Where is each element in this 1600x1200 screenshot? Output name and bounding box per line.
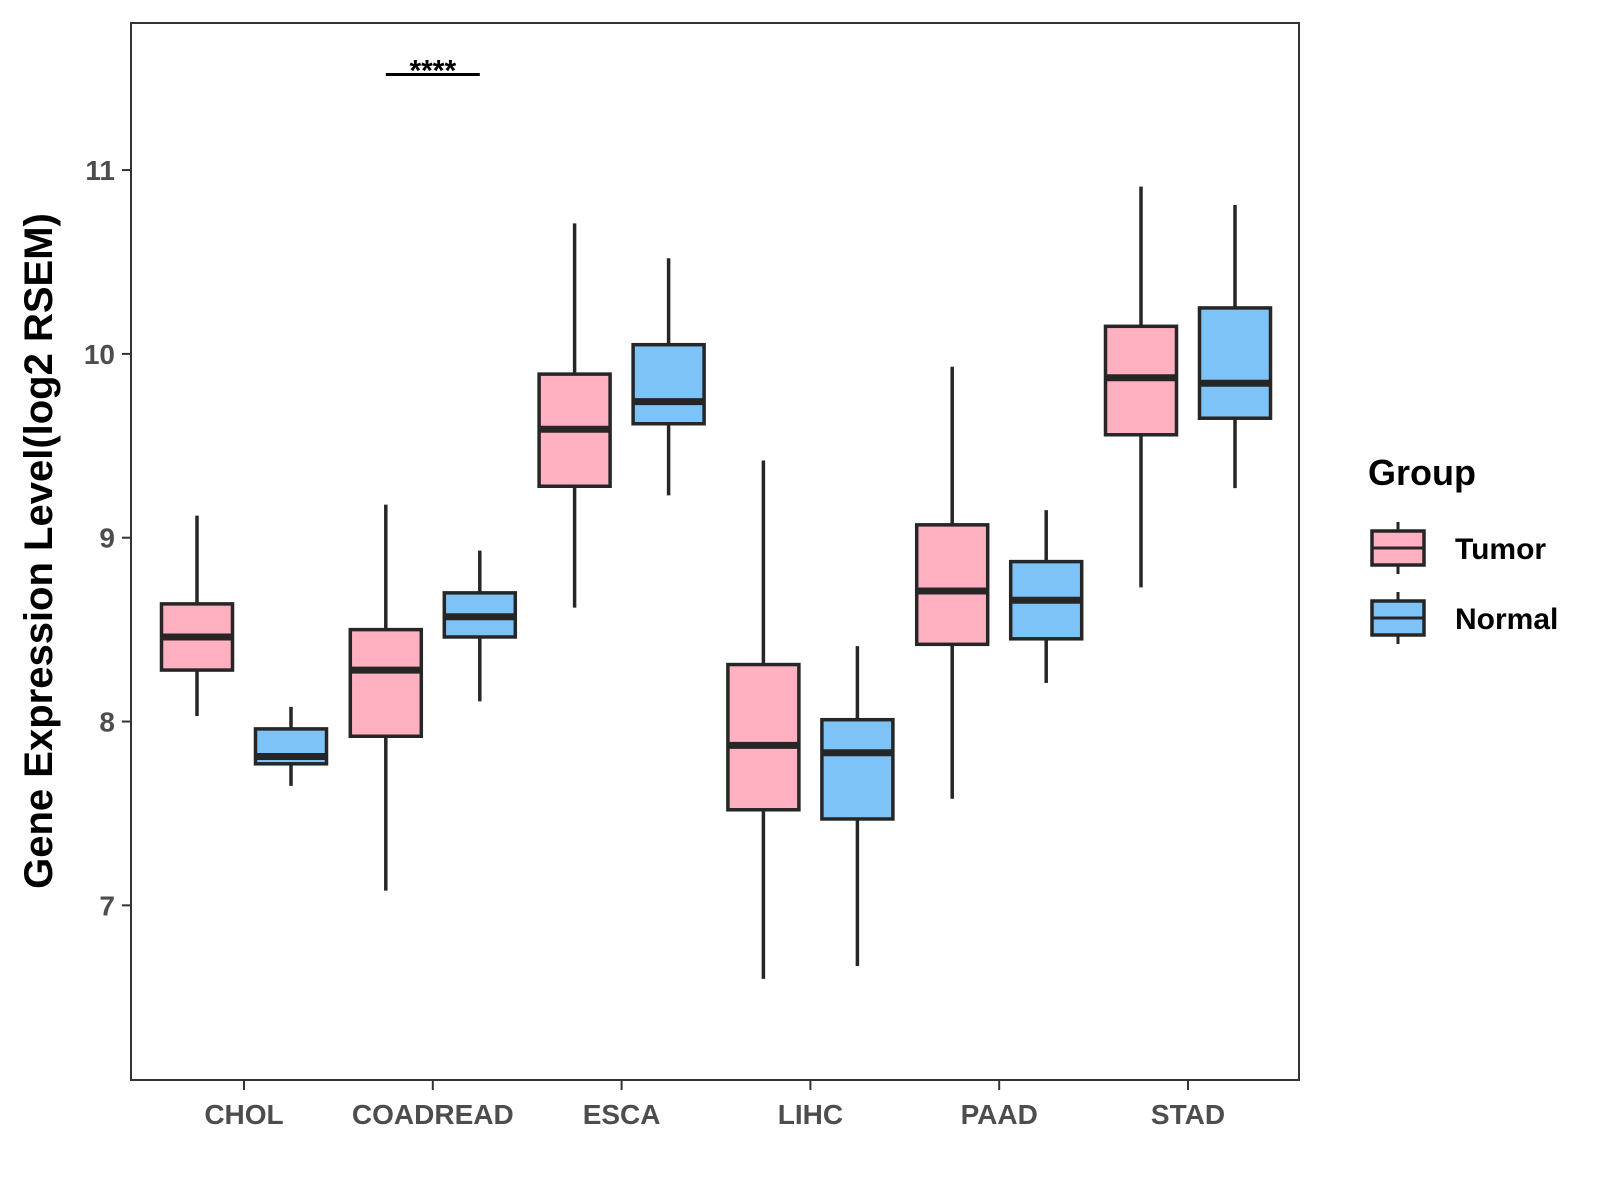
y-tick-label: 11 — [85, 155, 115, 186]
x-tick-label: CHOL — [204, 1099, 283, 1130]
box-tumor-stad — [1103, 186, 1179, 588]
box-tumor-lihc — [726, 460, 801, 979]
y-axis-title: Gene Expression Level(log2 RSEM) — [17, 213, 61, 889]
box-tumor-chol — [159, 515, 235, 717]
box-tumor-coadread — [348, 504, 424, 891]
y-tick-label: 9 — [99, 523, 115, 554]
box-normal-paad — [1008, 510, 1084, 683]
legend-title: Group — [1368, 452, 1476, 493]
x-tick-label: STAD — [1151, 1099, 1225, 1130]
significance-label: **** — [409, 54, 456, 87]
x-tick-label: PAAD — [961, 1099, 1038, 1130]
legend-label: Normal — [1455, 603, 1558, 636]
y-tick-label: 7 — [99, 890, 115, 921]
box-normal-esca — [631, 258, 706, 496]
plot-panel — [130, 22, 1300, 1081]
iqr-box — [1197, 306, 1273, 420]
box-series — [159, 186, 1273, 979]
iqr-box — [631, 342, 706, 426]
x-axis: CHOL COADREAD ESCA LIHC PAAD STAD — [204, 1080, 1225, 1130]
legend-item-tumor: Tumor — [1370, 522, 1546, 574]
legend-item-normal: Normal — [1370, 592, 1558, 644]
legend: Group Tumor Normal — [1368, 452, 1558, 644]
iqr-box — [914, 523, 990, 647]
box-tumor-esca — [537, 223, 612, 608]
box-normal-chol — [253, 706, 329, 786]
x-tick-label: ESCA — [583, 1099, 661, 1130]
box-tumor-paad — [914, 366, 990, 799]
box-normal-lihc — [820, 646, 895, 967]
legend-label: Tumor — [1455, 533, 1546, 566]
y-axis: 7 8 9 10 11 — [84, 155, 131, 921]
iqr-box — [726, 662, 801, 812]
y-tick-label: 8 — [99, 707, 115, 738]
x-tick-label: LIHC — [778, 1099, 843, 1130]
iqr-box — [348, 627, 424, 738]
significance-annotations: **** — [385, 54, 480, 87]
box-normal-coadread — [442, 550, 518, 702]
y-tick-label: 10 — [84, 339, 115, 370]
iqr-box — [820, 717, 895, 821]
x-tick-label: COADREAD — [352, 1099, 514, 1130]
box-normal-stad — [1197, 204, 1273, 489]
